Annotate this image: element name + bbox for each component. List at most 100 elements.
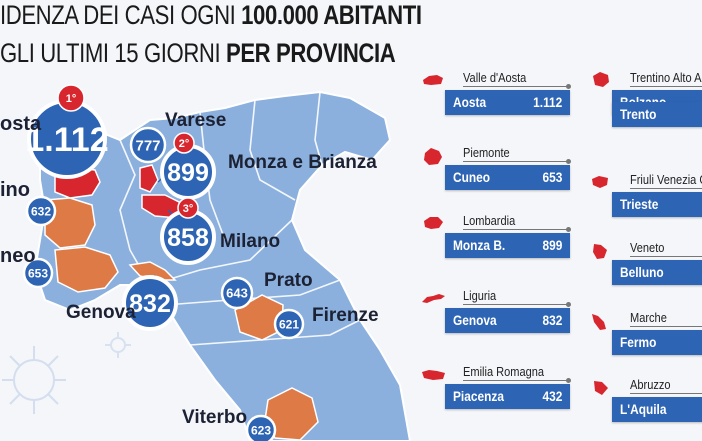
- abruzzo-shape-icon: [594, 381, 608, 395]
- italy-map-shape: [33, 90, 412, 441]
- virus-icon: [105, 332, 131, 358]
- region-name: Emilia Romagna: [463, 364, 545, 379]
- province-value-box: Belluno56: [612, 260, 702, 285]
- varese-province-highlight: [139, 164, 159, 193]
- region-name: Lombardia: [463, 213, 516, 228]
- rank-badge-label: 3°: [183, 203, 194, 215]
- virus-icon: [2, 346, 66, 414]
- value-bubble: [220, 276, 254, 310]
- region-connector-line: [463, 159, 571, 164]
- region-name: Friuli Venezia Giulia: [630, 172, 702, 187]
- region-legend-item: Abruzzo L'Aquila56: [588, 377, 702, 427]
- region-legend-item: Trento360: [588, 102, 702, 152]
- province-name: Cuneo: [453, 169, 491, 185]
- bubble-value-label: 632: [31, 204, 51, 218]
- region-connector-line: [630, 188, 702, 189]
- value-bubble: [129, 126, 167, 164]
- region-connector-line: [630, 86, 702, 87]
- region-name: Abruzzo: [630, 377, 671, 392]
- bubble-value-label: 899: [167, 159, 209, 187]
- region-name: Trentino Alto Adige: [630, 70, 702, 85]
- lombardia-shape-icon: [424, 217, 443, 229]
- bubble-value-label: 623: [251, 423, 271, 437]
- rank-badge: [173, 132, 195, 154]
- bubble-value-label: 1.112: [25, 121, 108, 159]
- region-connector-line: [463, 378, 571, 383]
- province-value-box: Cuneo 653: [445, 165, 570, 190]
- rank-badge-label: 2°: [179, 138, 190, 150]
- province-name: Piacenza: [453, 388, 504, 404]
- province-name: Fermo: [620, 334, 657, 350]
- value-bubble: [245, 414, 277, 441]
- rank-badge-label: 1°: [66, 93, 77, 105]
- region-legend-item: Veneto Belluno56: [588, 240, 702, 290]
- veneto-shape-icon: [593, 244, 607, 259]
- bubble-value-label: 621: [279, 317, 299, 331]
- province-value: 653: [542, 169, 562, 185]
- valle-d-aosta-shape-icon: [423, 75, 443, 85]
- province-value-box: Fermo35: [612, 330, 702, 355]
- region-legend-item: Piemonte Cuneo 653: [421, 145, 571, 195]
- value-bubble: [273, 308, 305, 340]
- province-name: L'Aquila: [620, 401, 667, 417]
- province-name: Genova: [453, 312, 497, 328]
- region-name: Marche: [630, 310, 667, 325]
- province-value: 899: [542, 237, 562, 253]
- rank-badge: [177, 197, 199, 219]
- province-value-box: L'Aquila56: [612, 397, 702, 422]
- province-value-box: Piacenza 432: [445, 384, 570, 409]
- city-label-viterbo: Viterbo: [182, 407, 247, 428]
- region-legend-item: Marche Fermo35: [588, 310, 702, 360]
- region-connector-line: [463, 302, 571, 307]
- city-label-torino: ino: [0, 179, 30, 201]
- region-legend-item: Emilia Romagna Piacenza 432: [421, 364, 571, 414]
- province-value-box: Trento360: [612, 102, 702, 127]
- region-connector-line: [463, 227, 571, 232]
- torino-province-highlight: [44, 197, 96, 249]
- province-name: Aosta: [453, 94, 487, 110]
- value-bubble: [122, 275, 178, 331]
- bubble-value-label: 858: [167, 224, 209, 252]
- province-name: Monza B.: [453, 237, 506, 253]
- region-legend-item: Friuli Venezia Giulia Trieste520: [588, 172, 702, 222]
- region-connector-line: [630, 393, 702, 394]
- genova-province-highlight: [128, 261, 177, 281]
- city-label-monza: Monza e Brianza: [228, 152, 377, 173]
- trentino-shape-icon: [593, 72, 609, 87]
- province-value: 1.112: [532, 94, 562, 110]
- province-value-box: Trieste520: [612, 192, 702, 217]
- province-value: 832: [542, 312, 562, 328]
- city-label-genova: Genova: [66, 302, 136, 323]
- bubble-value-label: 643: [226, 286, 248, 301]
- region-name: Piemonte: [463, 145, 510, 160]
- province-name: Trento: [620, 106, 657, 122]
- liguria-shape-icon: [422, 294, 445, 303]
- bubble-value-label: 777: [135, 137, 160, 154]
- province-value-box: Genova 832: [445, 308, 570, 333]
- piemonte-shape-icon: [424, 148, 442, 165]
- region-name: Veneto: [630, 240, 665, 255]
- region-name: Valle d'Aosta: [463, 70, 527, 85]
- region-connector-line: [630, 256, 702, 257]
- city-label-aosta: osta: [0, 113, 42, 135]
- region-connector-line: [630, 326, 702, 327]
- cuneo-province-highlight: [54, 246, 119, 293]
- region-connector-line: [463, 84, 571, 89]
- region-legend-item: Lombardia Monza B. 899: [421, 213, 571, 263]
- region-name: Liguria: [463, 288, 497, 303]
- region-legend-item: Valle d'Aosta Aosta 1.112: [421, 70, 571, 120]
- value-bubble: [25, 195, 57, 227]
- province-value-box: Aosta 1.112: [445, 90, 570, 115]
- bubble-value-label: 832: [129, 290, 171, 318]
- city-label-cuneo: neo: [0, 245, 36, 267]
- city-label-prato: Prato: [264, 270, 313, 291]
- region-legend-item: Liguria Genova 832: [421, 288, 571, 338]
- bubble-value-label: 653: [28, 266, 48, 280]
- infographic-title-line-1: IDENZA DEI CASI OGNI 100.000 ABITANTI: [0, 0, 422, 30]
- province-name: Trieste: [620, 196, 659, 212]
- emilia-romagna-shape-icon: [422, 370, 445, 380]
- province-value: 432: [542, 388, 562, 404]
- infographic-title-line-2: GLI ULTIMI 15 GIORNI PER PROVINCIA: [0, 38, 396, 68]
- city-label-firenze: Firenze: [312, 305, 379, 326]
